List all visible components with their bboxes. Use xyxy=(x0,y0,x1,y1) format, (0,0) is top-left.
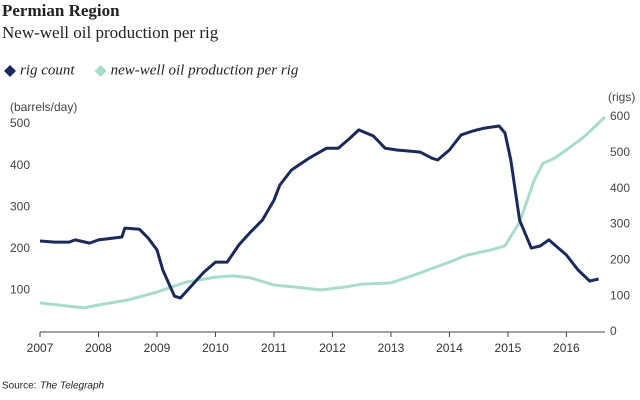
x-tick-label: 2011 xyxy=(261,341,287,355)
y2-tick-label: 600 xyxy=(610,109,630,123)
legend-label: rig count xyxy=(20,62,75,78)
chart-title: Permian Region xyxy=(2,1,120,20)
chart-subtitle: New-well oil production per rig xyxy=(2,23,219,42)
x-tick-label: 2010 xyxy=(202,341,229,355)
x-tick-label: 2012 xyxy=(319,341,346,355)
x-tick-label: 2016 xyxy=(553,341,580,355)
y2-tick-label: 300 xyxy=(610,217,630,231)
legend-swatch xyxy=(94,65,107,77)
y2-tick-label: 0 xyxy=(610,324,617,338)
source: The Telegraph xyxy=(40,381,105,392)
y2-tick-label: 400 xyxy=(610,181,630,195)
series-line xyxy=(39,115,607,310)
legend-swatch xyxy=(4,65,16,77)
x-tick-label: 2007 xyxy=(27,341,54,355)
y-tick-label: 200 xyxy=(10,241,30,255)
x-tick-label: 2015 xyxy=(495,341,522,355)
y2-tick-label: 500 xyxy=(610,145,630,159)
y-tick-label: 500 xyxy=(10,116,30,130)
y2-tick-label: 200 xyxy=(610,253,630,267)
y2-tick-label: 100 xyxy=(610,288,630,302)
x-tick-label: 2009 xyxy=(144,341,171,355)
series-line xyxy=(39,124,599,300)
y-tick-label: 400 xyxy=(10,158,30,172)
x-tick-label: 2008 xyxy=(85,341,112,355)
y-tick-label: 100 xyxy=(10,283,30,297)
x-tick-label: 2013 xyxy=(378,341,405,355)
y-axis-label: (barrels/day) xyxy=(10,100,77,114)
source-label: Source: xyxy=(2,381,36,392)
legend-label: new-well oil production per rig xyxy=(111,62,299,78)
x-tick-label: 2014 xyxy=(436,341,463,355)
y2-axis-label: (rigs) xyxy=(608,90,635,104)
y-tick-label: 300 xyxy=(10,199,30,213)
